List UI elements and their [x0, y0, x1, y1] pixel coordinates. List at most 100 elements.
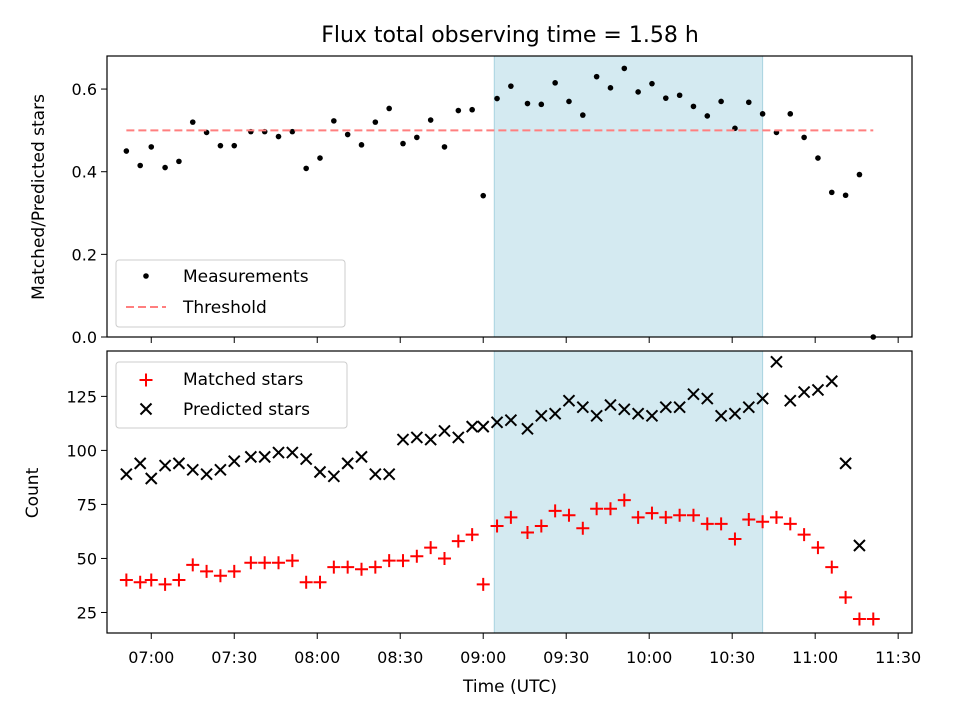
- predicted-stars-point: [327, 470, 341, 483]
- measurements-point: [469, 106, 475, 113]
- measurements-point: [386, 105, 392, 112]
- legend-predicted-marker: [139, 402, 153, 416]
- measurements-point: [580, 112, 586, 118]
- matched-stars-point: [327, 560, 341, 574]
- measurements-point: [162, 164, 168, 171]
- measurements-point: [508, 83, 514, 89]
- measurements-point: [372, 119, 379, 125]
- predicted-stars-point: [645, 409, 659, 423]
- matched-stars-point: [839, 590, 853, 604]
- matched-stars-point: [424, 541, 438, 555]
- predicted-stars-point: [438, 424, 451, 438]
- measurements-point: [593, 73, 600, 80]
- x-tick-label: 11:00: [792, 648, 838, 667]
- top-y-axis-label: Matched/Predicted stars: [29, 94, 49, 300]
- x-tick-label: 10:30: [709, 648, 755, 667]
- predicted-stars-point: [299, 452, 313, 466]
- measurements-point: [745, 99, 752, 106]
- predicted-stars-point: [576, 400, 590, 414]
- measurements-point: [275, 133, 282, 140]
- predicted-stars-point: [770, 355, 783, 369]
- matched-stars-point: [603, 502, 617, 516]
- predicted-stars-point: [839, 457, 852, 470]
- x-tick-label: 09:00: [460, 648, 506, 667]
- predicted-stars-point: [313, 465, 327, 479]
- matched-stars-point: [313, 575, 327, 589]
- measurements-point: [662, 95, 669, 101]
- matched-stars-point: [227, 564, 241, 578]
- matched-stars-point: [437, 551, 451, 565]
- predicted-stars-point: [728, 407, 742, 420]
- x-tick-label: 07:00: [128, 648, 174, 667]
- matched-stars-point: [368, 560, 382, 574]
- measurements-point: [704, 113, 711, 119]
- measurements-point: [759, 111, 766, 117]
- x-axis-label: Time (UTC): [462, 677, 557, 697]
- measurements-point: [414, 134, 420, 141]
- matched-stars-point: [258, 556, 272, 570]
- bottom-legend: Matched stars Predicted stars: [115, 361, 348, 429]
- predicted-stars-point: [701, 392, 714, 405]
- predicted-stars-point: [811, 383, 825, 397]
- predicted-stars-point: [504, 413, 518, 427]
- predicted-stars-point: [396, 433, 410, 446]
- matched-stars-point: [172, 573, 186, 587]
- legend-threshold-label: Threshold: [182, 298, 267, 318]
- matched-stars-point: [686, 508, 700, 522]
- top-legend-box: [115, 259, 346, 328]
- predicted-stars-point: [355, 450, 368, 464]
- predicted-stars-point: [797, 385, 811, 399]
- predicted-stars-point: [228, 454, 241, 468]
- predicted-stars-point: [424, 433, 437, 446]
- predicted-stars-point: [382, 467, 396, 481]
- matched-stars-point: [285, 554, 299, 568]
- measurements-point: [317, 155, 323, 161]
- predicted-stars-point: [186, 463, 199, 477]
- predicted-stars-point: [341, 457, 354, 470]
- matched-stars-point: [396, 554, 410, 568]
- measurements-point: [801, 134, 807, 141]
- bottom-y-axis-label: Count: [23, 467, 43, 518]
- matched-stars-point: [659, 510, 673, 524]
- matched-stars-point: [866, 612, 880, 626]
- bottom-y-tick-label: 100: [66, 441, 97, 460]
- predicted-stars-point: [604, 398, 617, 412]
- predicted-stars-point: [465, 420, 479, 433]
- measurements-point: [303, 165, 309, 172]
- predicted-stars-point: [452, 431, 465, 444]
- x-tick-label: 11:30: [875, 648, 921, 667]
- x-tick-label: 08:00: [294, 648, 340, 667]
- matched-stars-point: [769, 510, 783, 524]
- matched-stars-point: [590, 502, 604, 516]
- matched-stars-point: [244, 556, 258, 570]
- predicted-stars-point: [244, 450, 258, 464]
- measurements-point: [400, 140, 406, 147]
- matched-stars-point: [272, 556, 286, 570]
- predicted-stars-point: [410, 431, 424, 444]
- matched-stars-point: [119, 573, 133, 587]
- bottom-y-tick-label: 75: [77, 495, 97, 514]
- matched-stars-point: [355, 562, 369, 576]
- top-y-tick-label: 0.0: [72, 328, 97, 347]
- matched-stars-point: [490, 519, 504, 533]
- measurements-point: [676, 92, 683, 99]
- matched-stars-point: [645, 506, 659, 520]
- top-plot-frame: [106, 55, 913, 338]
- measurements-point: [787, 111, 794, 117]
- matched-stars-point: [534, 519, 548, 533]
- bottom-legend-box: [115, 361, 348, 429]
- predicted-stars-point: [548, 407, 562, 420]
- predicted-stars-point: [200, 467, 213, 481]
- matched-stars-point: [410, 549, 424, 563]
- matched-stars-point: [186, 558, 200, 572]
- measurements-point: [217, 142, 224, 149]
- matched-stars-point: [465, 528, 479, 542]
- chart-title: Flux total observing time = 1.58 h: [321, 23, 699, 48]
- top-y-tick-label: 0.2: [72, 245, 97, 264]
- measurements-point: [344, 131, 351, 138]
- predicted-stars-point: [521, 422, 534, 436]
- measurements-point: [635, 89, 641, 95]
- predicted-stars-point: [258, 450, 271, 464]
- x-tick-label: 07:30: [211, 648, 257, 667]
- predicted-stars-point: [825, 375, 838, 388]
